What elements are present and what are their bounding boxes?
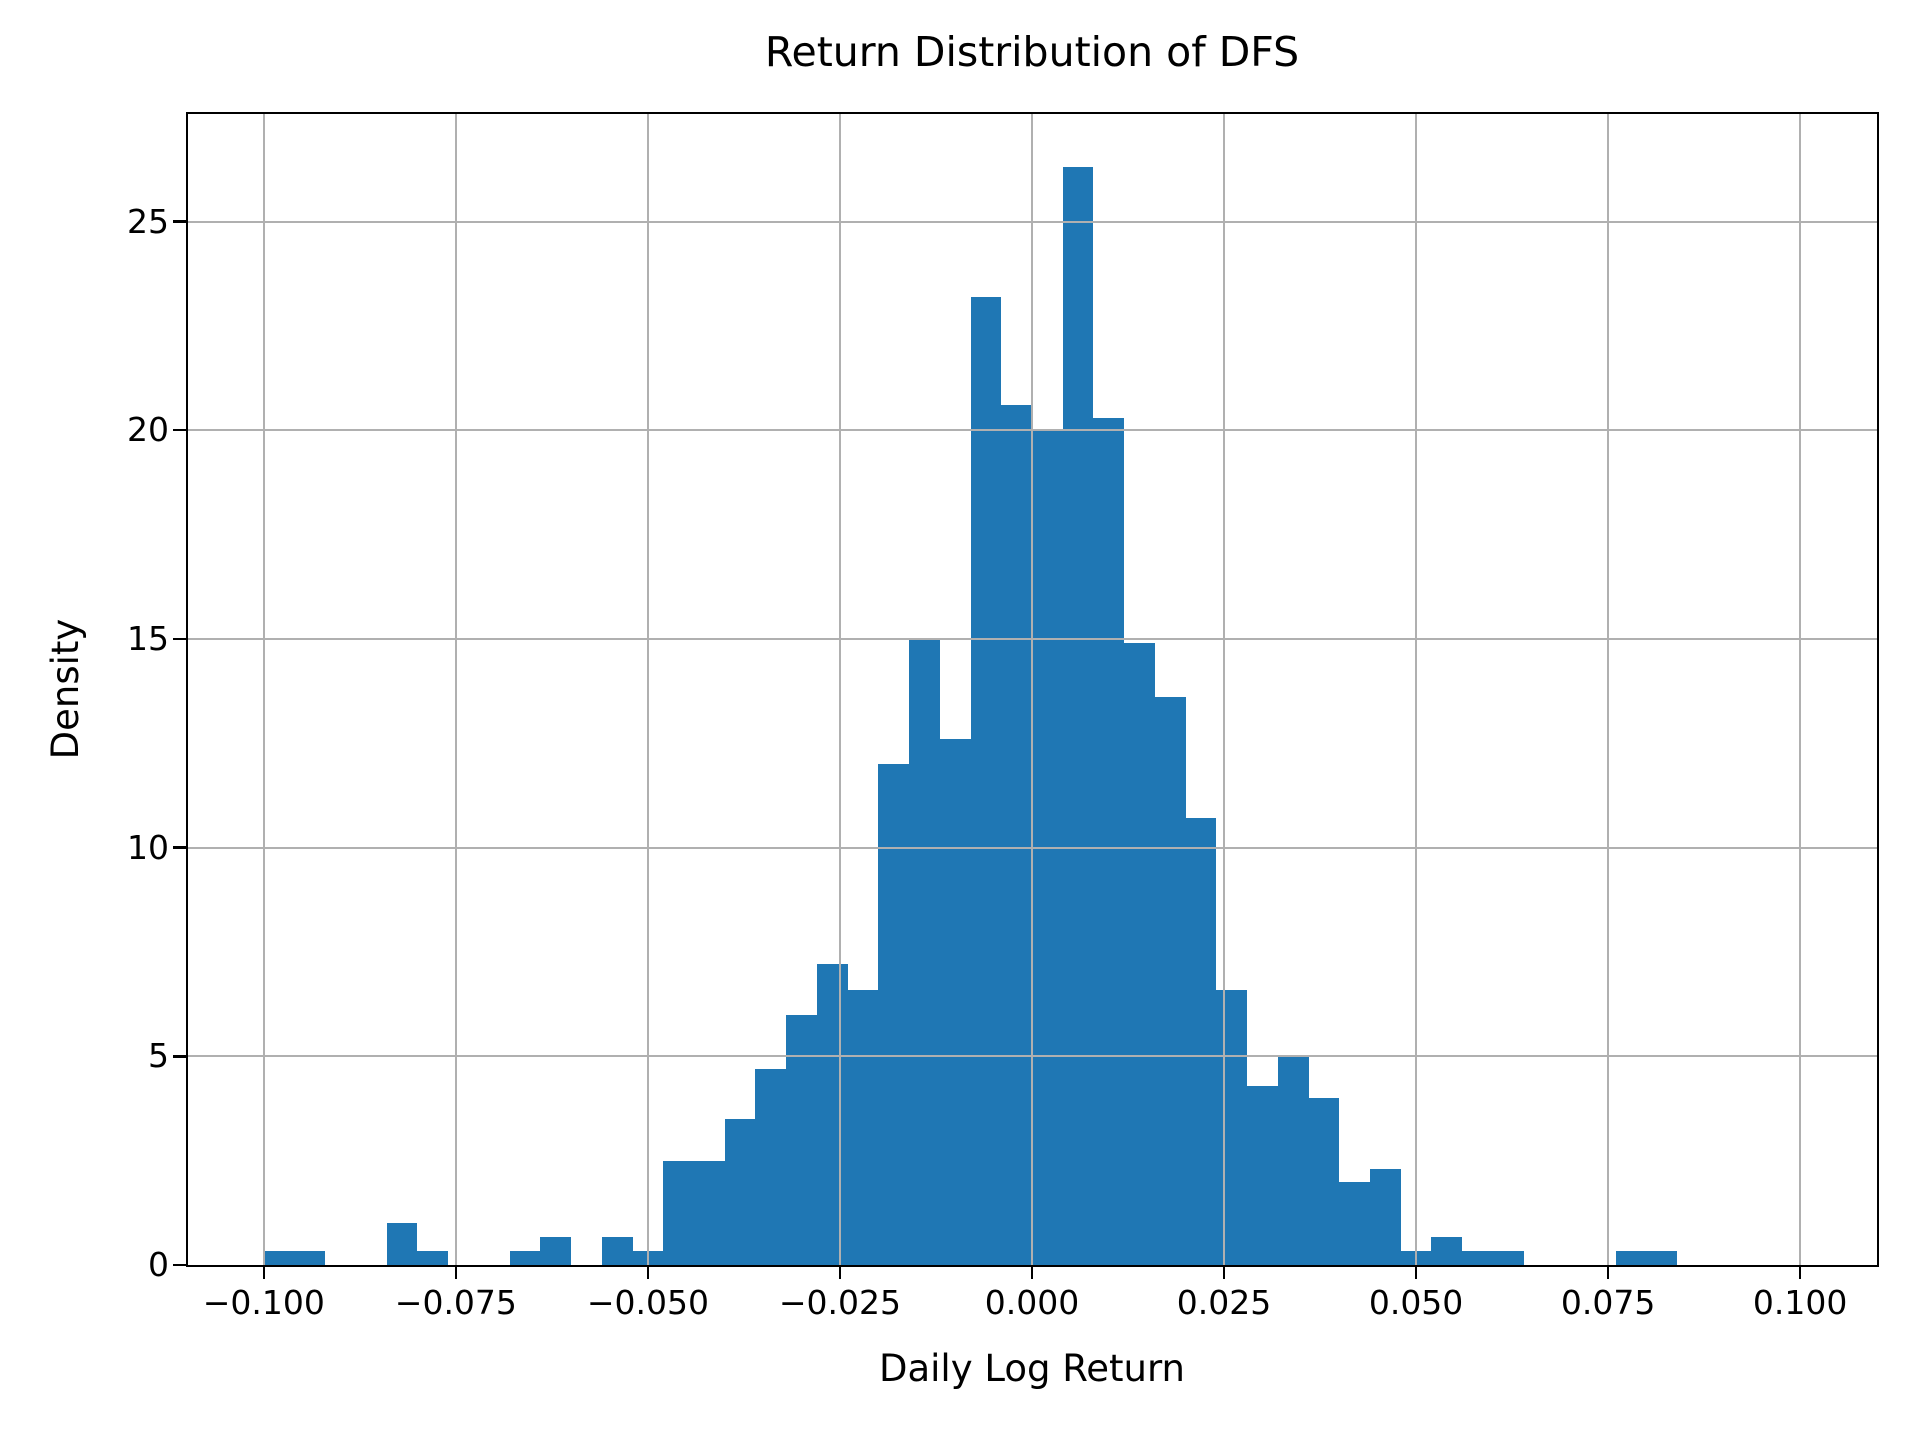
histogram-bar	[847, 989, 879, 1265]
x-axis-tick	[1222, 1265, 1226, 1279]
y-tick-label: 10	[127, 827, 169, 867]
histogram-bar	[601, 1237, 633, 1265]
histogram-bar	[694, 1160, 725, 1265]
histogram-bar	[540, 1237, 572, 1265]
x-tick-label: −0.100	[202, 1283, 325, 1322]
histogram-bar	[1370, 1169, 1401, 1265]
histogram-bar	[1001, 405, 1032, 1265]
histogram-bar	[1615, 1251, 1647, 1265]
x-tick-label: −0.075	[394, 1283, 517, 1322]
x-axis-tick	[454, 1265, 458, 1279]
x-axis-label: Daily Log Return	[878, 1347, 1185, 1390]
gridline-horizontal	[187, 637, 1877, 640]
y-axis-tick	[173, 1055, 187, 1058]
gridline-vertical	[1223, 113, 1226, 1265]
histogram-bar	[1492, 1251, 1524, 1265]
gridline-horizontal	[187, 1055, 1877, 1058]
histogram-bar	[909, 638, 940, 1265]
plot-area: −0.100 −0.075 −0.050 −0.025 0.000 0.025 0.050 0…	[127, 112, 1879, 1322]
histogram-bar	[816, 964, 848, 1265]
y-tick-label: 15	[127, 618, 169, 658]
gridline-vertical	[1607, 113, 1610, 1265]
x-axis-tick	[1414, 1265, 1418, 1279]
y-axis-tick	[173, 846, 187, 849]
histogram-bar	[1431, 1237, 1463, 1265]
histogram-bar	[1093, 417, 1125, 1265]
gridline-vertical	[454, 113, 457, 1265]
histogram-bar	[1216, 989, 1248, 1265]
x-tick-label: −0.050	[586, 1283, 709, 1322]
gridline-horizontal	[187, 846, 1877, 849]
y-axis-tick	[173, 220, 187, 223]
histogram-bar	[1308, 1098, 1340, 1265]
histogram-bar	[263, 1251, 295, 1265]
gridline-vertical	[838, 113, 841, 1265]
x-tick-label: 0.100	[1752, 1283, 1848, 1322]
histogram-bar	[1185, 818, 1217, 1265]
histogram-bar	[1247, 1085, 1278, 1265]
x-tick-label: 0.075	[1560, 1283, 1656, 1322]
histogram-bar	[1062, 167, 1094, 1265]
histogram-bar	[1339, 1181, 1370, 1265]
histogram-bar	[724, 1118, 756, 1265]
x-tick-label: 0.025	[1176, 1283, 1272, 1322]
histogram-bar	[1277, 1056, 1309, 1265]
x-axis-tick	[1798, 1265, 1802, 1279]
gridline-vertical	[1799, 113, 1802, 1265]
histogram-bar	[1124, 643, 1155, 1265]
gridline-vertical	[262, 113, 265, 1265]
y-axis-tick	[173, 637, 187, 641]
histogram-bar	[386, 1223, 418, 1265]
histogram-bar	[939, 739, 971, 1265]
y-axis-tick	[173, 428, 187, 432]
histogram-bar	[755, 1068, 787, 1265]
histogram-bar	[970, 296, 1002, 1265]
histogram-bar	[663, 1160, 694, 1265]
y-axis-label: Density	[44, 618, 87, 760]
y-tick-label: 0	[148, 1245, 169, 1284]
x-axis-tick	[646, 1265, 650, 1279]
x-tick-label: 0.050	[1368, 1283, 1464, 1322]
histogram-bar	[1462, 1251, 1493, 1265]
x-axis-tick	[1606, 1265, 1610, 1279]
gridline-vertical	[1415, 113, 1418, 1265]
x-axis-tick	[262, 1265, 266, 1279]
y-axis-tick	[173, 1263, 187, 1267]
gridline-horizontal	[187, 220, 1877, 223]
x-tick-label: −0.025	[778, 1283, 902, 1322]
y-tick-label: 20	[127, 410, 169, 450]
gridline-vertical	[646, 113, 649, 1265]
x-tick-label: 0.000	[984, 1283, 1080, 1322]
histogram-bar	[1154, 697, 1186, 1265]
histogram-bar	[878, 764, 910, 1265]
x-axis-tick	[838, 1265, 842, 1279]
y-tick-label: 25	[127, 201, 169, 241]
histogram-bar	[294, 1251, 326, 1265]
histogram-bar	[417, 1251, 449, 1265]
histogram-bar	[509, 1251, 541, 1265]
x-axis-tick	[1030, 1265, 1034, 1279]
histogram-bar	[786, 1014, 817, 1265]
histogram-bar	[1646, 1251, 1678, 1265]
gridline-vertical	[1031, 113, 1033, 1265]
y-tick-label: 5	[148, 1036, 169, 1076]
chart-title: Return Distribution of DFS	[764, 28, 1300, 76]
gridline-horizontal	[187, 429, 1877, 432]
